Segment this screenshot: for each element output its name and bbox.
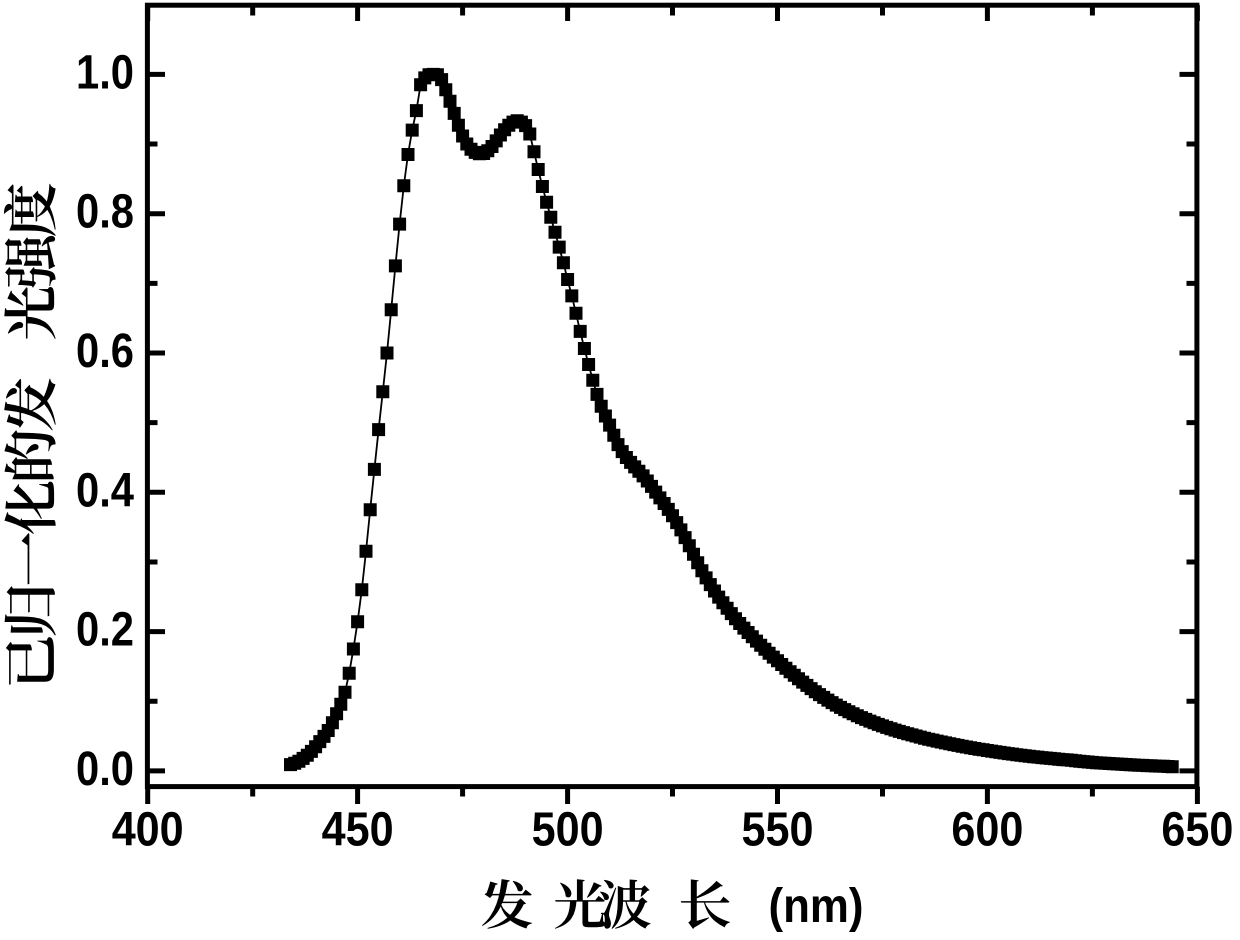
svg-text:400: 400 [112, 804, 184, 857]
svg-text:600: 600 [951, 804, 1023, 857]
svg-text:450: 450 [322, 804, 394, 857]
svg-text:(nm): (nm) [769, 880, 864, 933]
svg-text:550: 550 [742, 804, 814, 857]
svg-text:0.0: 0.0 [76, 743, 134, 796]
svg-text:0.4: 0.4 [76, 464, 134, 517]
svg-text:0.2: 0.2 [76, 604, 134, 657]
svg-text:0.8: 0.8 [76, 186, 134, 239]
svg-text:1.0: 1.0 [76, 46, 134, 99]
svg-text:650: 650 [1161, 804, 1233, 857]
svg-text:500: 500 [532, 804, 604, 857]
svg-text:0.6: 0.6 [76, 325, 134, 378]
